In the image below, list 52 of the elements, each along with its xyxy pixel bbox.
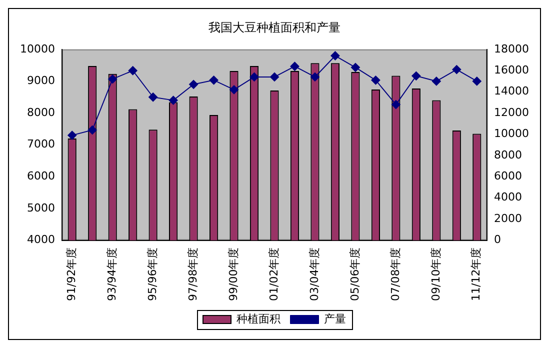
point xyxy=(168,96,178,105)
point xyxy=(472,76,482,86)
chart-title: 我国大豆种植面积和产量 xyxy=(208,20,340,34)
x-tick-label: 97/98年度 xyxy=(186,247,200,302)
y2-tick-label: 0 xyxy=(494,233,502,246)
point xyxy=(189,80,198,89)
y-tick-label: 8000 xyxy=(26,106,55,119)
x-tick-label: 11/12年度 xyxy=(470,247,483,302)
x-tick-label: 03/04年度 xyxy=(308,247,321,302)
y2-tick-label: 10000 xyxy=(494,127,530,140)
y2-tick-label: 16000 xyxy=(494,63,530,76)
point xyxy=(68,130,77,140)
point xyxy=(88,126,97,134)
y2-tick-label: 12000 xyxy=(494,106,530,119)
y2-tick-label: 8000 xyxy=(494,148,522,162)
point xyxy=(432,76,441,86)
y-tick-label: 6000 xyxy=(26,170,55,183)
legend-label: 种植面积 xyxy=(236,312,280,326)
y-tick-label: 9000 xyxy=(26,74,55,88)
x-tick-label: 95/96年度 xyxy=(146,247,159,302)
point xyxy=(391,100,400,110)
x-tick-label: 93/94年度 xyxy=(105,247,118,302)
point xyxy=(230,85,239,94)
point xyxy=(290,62,300,71)
x-tick-label: 09/10年度 xyxy=(429,247,442,302)
y2-tick-label: 18000 xyxy=(494,42,530,56)
x-tick-label: 05/06年度 xyxy=(348,247,362,302)
x-tick-label: 01/02年度 xyxy=(267,247,280,302)
point xyxy=(452,65,462,74)
y2-tick-label: 6000 xyxy=(494,170,522,183)
legend-label: 产量 xyxy=(324,312,346,326)
point xyxy=(330,51,340,60)
point xyxy=(310,72,320,82)
point xyxy=(412,71,421,80)
point xyxy=(128,66,138,76)
y2-tick-label: 14000 xyxy=(494,84,530,98)
y-tick-label: 4000 xyxy=(26,233,55,246)
point xyxy=(250,72,259,82)
x-tick-label: 99/00年度 xyxy=(226,247,240,302)
y-tick-label: 7000 xyxy=(26,138,55,151)
point xyxy=(148,92,158,102)
point xyxy=(270,72,279,82)
y-tick-label: 10000 xyxy=(20,42,55,56)
point xyxy=(371,76,380,85)
point xyxy=(209,76,218,85)
x-tick-label: 91/92年度 xyxy=(64,247,78,302)
y-tick-label: 5000 xyxy=(26,201,55,214)
x-tick-label: 07/08年度 xyxy=(388,247,402,302)
y2-tick-label: 4000 xyxy=(494,190,522,204)
point xyxy=(108,74,118,84)
point xyxy=(350,62,360,72)
y2-tick-label: 2000 xyxy=(494,212,522,225)
